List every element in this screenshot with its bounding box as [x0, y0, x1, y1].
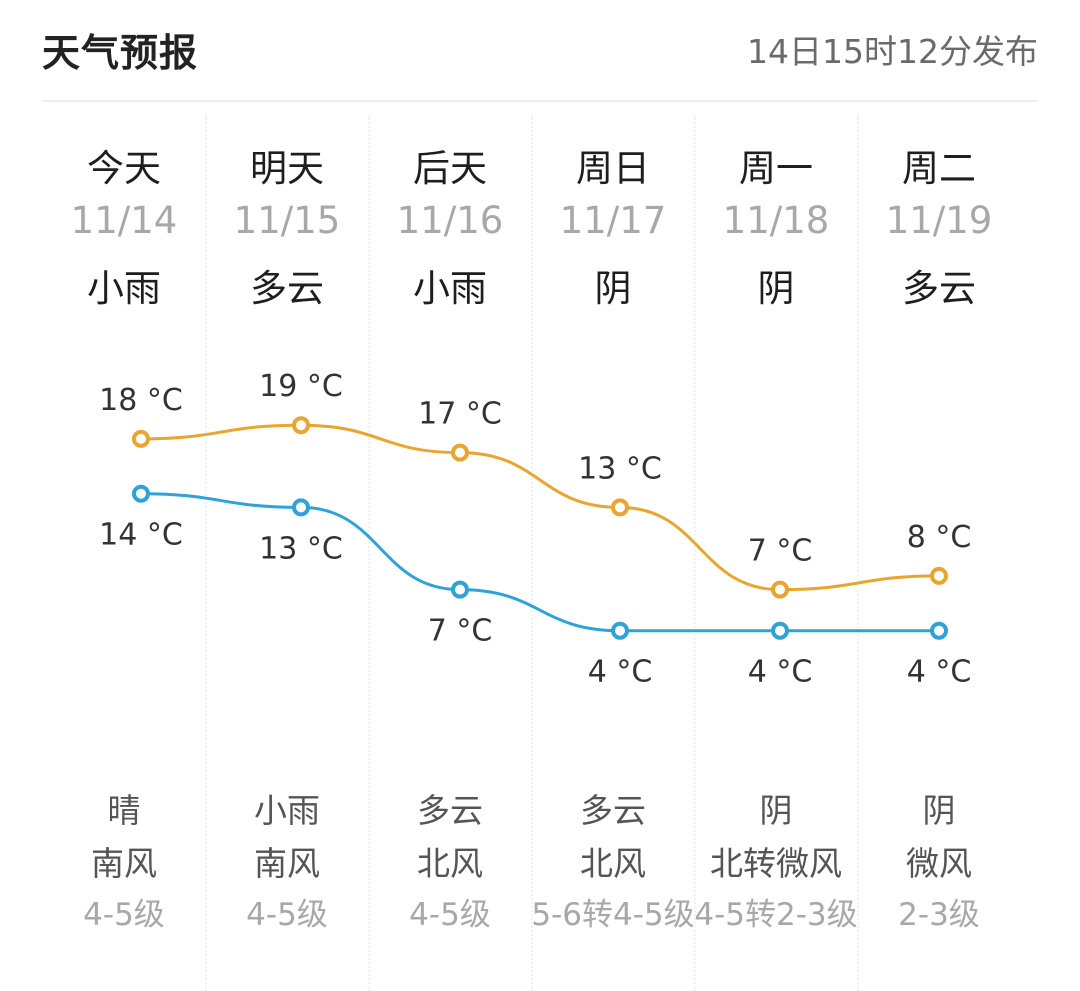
- day-date: 11/17: [559, 199, 667, 242]
- day-column[interactable]: 周一 11/18 阴 阴 北转微风 4-5转2-3级: [694, 0, 858, 991]
- day-column[interactable]: 周二 11/19 多云 阴 微风 2-3级: [858, 0, 1020, 991]
- day-weather: 小雨: [413, 267, 487, 310]
- wind-level: 4-5级: [409, 897, 491, 933]
- day-date: 11/19: [885, 199, 993, 242]
- day-column[interactable]: 周日 11/17 阴 多云 北风 5-6转4-5级: [531, 0, 695, 991]
- wind-level: 2-3级: [898, 897, 980, 933]
- wind-direction: 北风: [580, 844, 646, 883]
- wind-level: 4-5转2-3级: [694, 897, 858, 933]
- night-weather: 阴: [922, 791, 956, 830]
- wind-level: 4-5级: [246, 897, 328, 933]
- header: 天气预报 14日15时12分发布: [42, 0, 1038, 102]
- night-weather: 多云: [580, 791, 646, 830]
- wind-direction: 南风: [91, 844, 157, 883]
- day-weather: 阴: [757, 267, 795, 310]
- wind-direction: 微风: [906, 844, 972, 883]
- night-weather: 小雨: [254, 791, 320, 830]
- day-weather: 小雨: [87, 267, 161, 310]
- day-column[interactable]: 今天 11/14 小雨 晴 南风 4-5级: [43, 0, 205, 991]
- wind-direction: 南风: [254, 844, 320, 883]
- day-date: 11/15: [233, 199, 341, 242]
- day-date: 11/14: [70, 199, 178, 242]
- night-weather: 晴: [107, 791, 141, 830]
- day-name: 周日: [576, 147, 650, 190]
- day-weather: 多云: [250, 267, 324, 310]
- page-title: 天气预报: [42, 31, 199, 75]
- day-date: 11/16: [396, 199, 504, 242]
- day-column[interactable]: 明天 11/15 多云 小雨 南风 4-5级: [206, 0, 368, 991]
- wind-direction: 北转微风: [710, 844, 842, 883]
- night-weather: 阴: [759, 791, 793, 830]
- wind-level: 5-6转4-5级: [531, 897, 695, 933]
- publish-time: 14日15时12分发布: [747, 32, 1038, 71]
- day-name: 明天: [250, 147, 324, 190]
- day-column[interactable]: 后天 11/16 小雨 多云 北风 4-5级: [369, 0, 531, 991]
- day-weather: 多云: [902, 267, 976, 310]
- day-date: 11/18: [722, 199, 830, 242]
- day-weather: 阴: [594, 267, 632, 310]
- day-name: 周二: [902, 147, 976, 190]
- day-name: 周一: [739, 147, 813, 190]
- night-weather: 多云: [417, 791, 483, 830]
- day-name: 今天: [87, 147, 161, 190]
- wind-level: 4-5级: [83, 897, 165, 933]
- wind-direction: 北风: [417, 844, 483, 883]
- day-name: 后天: [413, 147, 487, 190]
